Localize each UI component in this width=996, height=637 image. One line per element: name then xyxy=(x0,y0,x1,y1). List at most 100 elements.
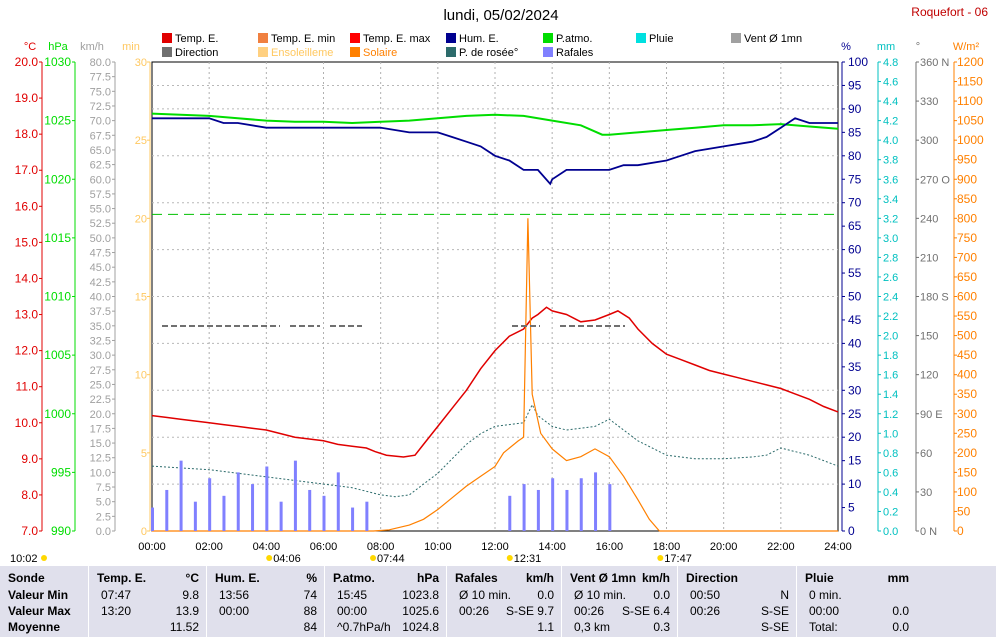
x-tick-label: 00:00 xyxy=(138,541,166,553)
rain-tick-label: 1.8 xyxy=(883,350,898,362)
stats-row: Ø 10 min. 0.0 xyxy=(447,588,562,604)
percent-tick-label: 70 xyxy=(848,196,862,210)
radiation-tick-label: 400 xyxy=(957,368,977,382)
speed-tick-label: 12.5 xyxy=(90,453,111,465)
stats-row: 00:50 N xyxy=(678,588,797,604)
axis-unit-label: W/m² xyxy=(953,41,980,53)
stats-cell-time: Ø 10 min. xyxy=(574,588,627,602)
speed-tick-label: 2.5 xyxy=(96,511,111,523)
series xyxy=(151,112,839,532)
rain-tick-label: 2.0 xyxy=(883,331,898,343)
stats-unit-temp: °C xyxy=(185,571,199,585)
stats-cell-time: 00:26 xyxy=(459,604,490,618)
stats-cell-value: 0.0 xyxy=(537,588,554,602)
legend-swatch-solaire xyxy=(350,47,360,57)
minutes-tick-label: 5 xyxy=(141,448,147,460)
stats-cell-value: 9.8 xyxy=(182,588,199,602)
sun-event-marker xyxy=(41,555,47,561)
legend-swatch-p-atmo xyxy=(543,33,553,43)
series-rafales-bar xyxy=(293,460,297,531)
speed-tick-label: 47.5 xyxy=(90,248,111,260)
stats-cell-value: 13.9 xyxy=(175,604,199,618)
speed-tick-label: 10.0 xyxy=(90,467,111,479)
minutes-tick-label: 15 xyxy=(135,292,147,304)
axis-units: °C hPa km/h min% mm ° W/m² xyxy=(24,41,980,53)
axis-unit-label: ° xyxy=(916,41,920,53)
percent-tick-label: 40 xyxy=(848,336,862,350)
speed-tick-label: 7.5 xyxy=(96,482,111,494)
stats-cell-time: Total: xyxy=(809,620,838,634)
minutes-tick-label: 0 xyxy=(141,526,147,538)
stats-column-dir: Direction 00:50 N 00:26 S-SE S-SE xyxy=(677,566,797,637)
legend-label-temp-e-min: Temp. E. min xyxy=(271,33,335,45)
percent-tick-label: 35 xyxy=(848,360,862,374)
stats-row: 13:56 74 xyxy=(207,588,325,604)
series-hum-e-line xyxy=(152,117,838,186)
series-rafales-bar xyxy=(165,489,169,531)
series-rafales-bar xyxy=(222,495,226,531)
stats-cell-time: 00:26 xyxy=(690,604,721,618)
x-tick-label: 02:00 xyxy=(195,541,223,553)
stats-column-wind: Vent Ø 1mn km/h Ø 10 min. 0.0 00:26 S-SE 6.4 0… xyxy=(561,566,678,637)
stats-unit-rain: mm xyxy=(887,571,909,585)
series-rafales-bar xyxy=(579,478,583,531)
percent-tick-label: 60 xyxy=(848,243,862,257)
sun-event-time: 04:06 xyxy=(273,553,301,565)
temp-tick-label: 7.0 xyxy=(21,524,38,538)
x-tick-label: 24:00 xyxy=(824,541,852,553)
stats-cell-value: 1025.6 xyxy=(402,604,439,618)
percent-tick-label: 85 xyxy=(848,125,862,139)
legend-label-vent-1mn: Vent Ø 1mn xyxy=(744,33,802,45)
radiation-tick-label: 100 xyxy=(957,485,977,499)
stats-column-hum: Hum. E.% 13:56 74 00:00 88 84 xyxy=(206,566,325,637)
percent-tick-label: 20 xyxy=(848,430,862,444)
stats-cell-time: 00:00 xyxy=(219,604,250,618)
stats-header-wind: Vent Ø 1mn xyxy=(570,571,637,585)
minutes-tick-label: 30 xyxy=(135,57,147,69)
press-tick-label: 1020 xyxy=(44,172,71,186)
stats-unit-press: hPa xyxy=(416,571,439,585)
direction-tick-label: 330 xyxy=(920,96,938,108)
stats-row: 00:26 S-SE 6.4 xyxy=(562,604,678,620)
radiation-tick-label: 200 xyxy=(957,446,977,460)
axis-unit-label: °C xyxy=(24,41,36,53)
stats-cell-value: S-SE 6.4 xyxy=(621,604,670,618)
x-tick-label: 08:00 xyxy=(367,541,395,553)
temp-tick-label: 20.0 xyxy=(15,55,39,69)
legend-swatch-temp-e xyxy=(162,33,172,43)
radiation-tick-label: 950 xyxy=(957,153,977,167)
legend-label-rafales: Rafales xyxy=(556,47,594,59)
stats-cell-time: 00:00 xyxy=(337,604,368,618)
percent-tick-label: 15 xyxy=(848,454,862,468)
series-temp-e-line xyxy=(151,306,839,458)
stats-cell-time: Ø 10 min. xyxy=(459,588,512,602)
stats-row: 00:00 88 xyxy=(207,604,325,620)
radiation-tick-label: 900 xyxy=(957,172,977,186)
speed-tick-label: 30.0 xyxy=(90,350,111,362)
speed-tick-label: 62.5 xyxy=(90,160,111,172)
direction-tick-label: 360 N xyxy=(920,57,949,69)
sun-event-time: 07:44 xyxy=(377,553,405,565)
percent-tick-label: 80 xyxy=(848,149,862,163)
rain-tick-label: 3.2 xyxy=(883,213,898,225)
temp-tick-label: 12.0 xyxy=(15,344,39,358)
direction-tick-label: 90 E xyxy=(920,409,943,421)
sun-event-time: 10:02 xyxy=(10,553,38,565)
axis-unit-label: hPa xyxy=(48,41,68,53)
percent-tick-label: 10 xyxy=(848,477,862,491)
temp-tick-label: 14.0 xyxy=(15,271,39,285)
rain-tick-label: 4.6 xyxy=(883,77,898,89)
x-tick-label: 10:00 xyxy=(424,541,452,553)
series-rafales-bar xyxy=(322,495,326,531)
x-tick-label: 18:00 xyxy=(653,541,681,553)
series-rafales-bar xyxy=(508,495,512,531)
stats-header-hum: Hum. E. xyxy=(215,571,260,585)
stats-column-gust: Rafales km/h Ø 10 min. 0.0 00:26 S-SE 9.7 1.1 xyxy=(446,566,562,637)
stats-table: Sonde Valeur Min Valeur Max Moyenne Temp. E.… xyxy=(0,566,996,637)
stats-cell-time: 13:56 xyxy=(219,588,250,602)
series-rafales-bar xyxy=(193,501,197,531)
press-tick-label: 1025 xyxy=(44,114,71,128)
speed-tick-label: 77.5 xyxy=(90,72,111,84)
legend-swatch-hum-e xyxy=(446,33,456,43)
x-tick-label: 22:00 xyxy=(767,541,795,553)
